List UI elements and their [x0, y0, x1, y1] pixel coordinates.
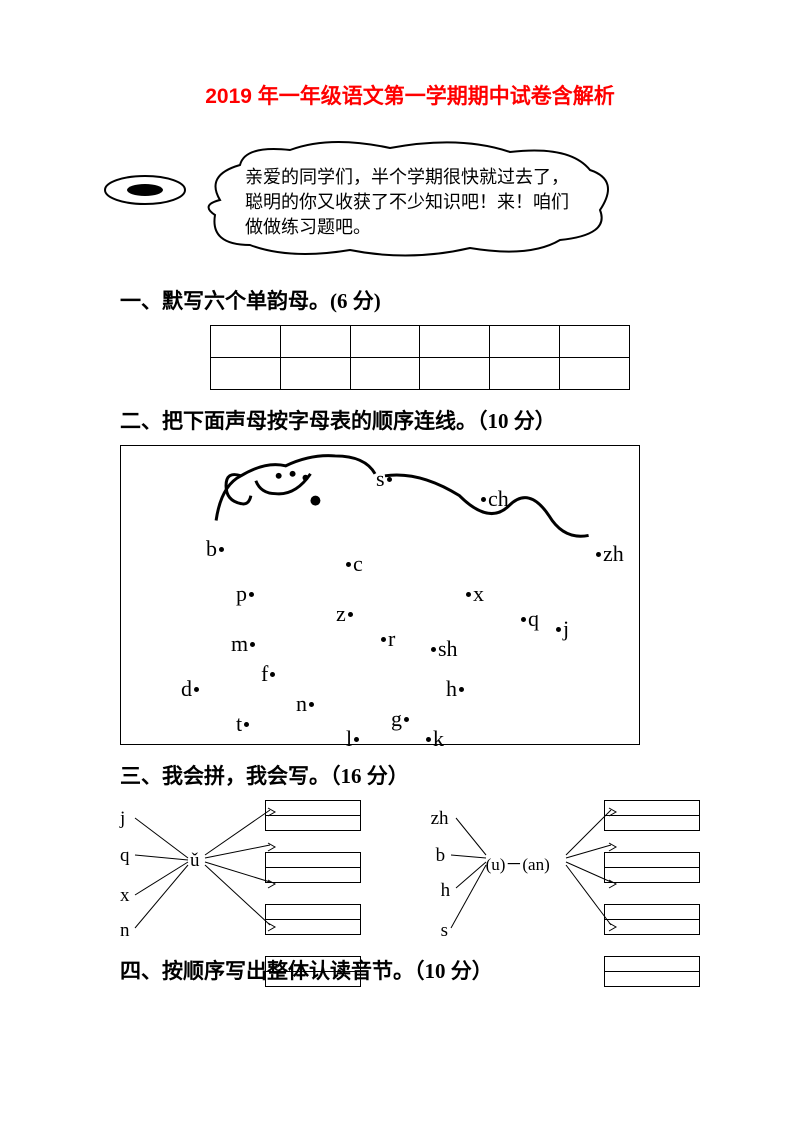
dot-m: m [231, 631, 255, 657]
vowel-table [210, 325, 630, 390]
intro-text: 亲爱的同学们，半个学期很快就过去了，聪明的你又收获了不少知识吧！来！咱们做做练习… [245, 165, 585, 241]
q3-left: j q x n ǔ [120, 800, 361, 940]
dot-x: x [466, 581, 484, 607]
section-2-heading: 二、把下面声母按字母表的顺序连线。（10 分） [120, 405, 700, 435]
q3-container: j q x n ǔ zh b [120, 800, 700, 940]
dot-n: n [296, 691, 314, 717]
dot-c: c [346, 551, 363, 577]
intro-cloud: 亲爱的同学们，半个学期很快就过去了，聪明的你又收获了不少知识吧！来！咱们做做练习… [90, 140, 630, 260]
q3-right-boxes [604, 800, 700, 987]
dot-f: f [261, 661, 275, 687]
dot-l: l [346, 726, 359, 752]
q3-left-boxes [265, 800, 361, 987]
dot-b: b [206, 536, 224, 562]
dot-j: j [556, 616, 569, 642]
dot-k: k [426, 726, 444, 752]
dot-q: q [521, 606, 539, 632]
dot-g: g [391, 706, 409, 732]
dot-p: p [236, 581, 254, 607]
dot-ch: ch [481, 486, 509, 512]
dot-s: s [376, 466, 392, 492]
section-3-heading: 三、我会拼，我会写。（16 分） [120, 760, 700, 790]
dot-sh: sh [431, 636, 458, 662]
section-1-heading: 一、默写六个单韵母。(6 分) [120, 285, 700, 315]
dot-zh: zh [596, 541, 624, 567]
q3-right: zh b h s (u)－(an) [431, 800, 700, 940]
connect-dots-diagram: schzhbcpxzqjmrshfdhntglk [120, 445, 640, 745]
page-title: 2019 年一年级语文第一学期期中试卷含解析 [120, 80, 700, 110]
dot-z: z [336, 601, 353, 627]
dot-r: r [381, 626, 395, 652]
dot-d: d [181, 676, 199, 702]
dot-h: h [446, 676, 464, 702]
dot-t: t [236, 711, 249, 737]
